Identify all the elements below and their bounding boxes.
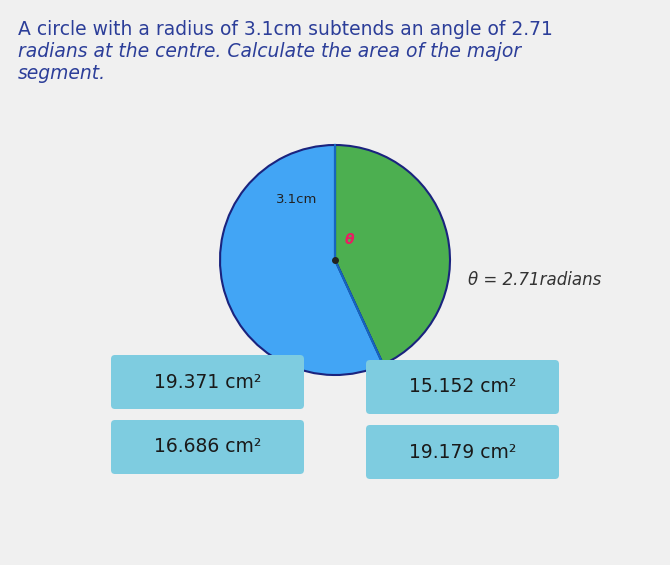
FancyBboxPatch shape	[111, 355, 304, 409]
Text: A circle with a radius of 3.1cm subtends an angle of 2.71: A circle with a radius of 3.1cm subtends…	[18, 20, 553, 39]
Text: 15.152 cm²: 15.152 cm²	[409, 377, 516, 397]
Text: θ: θ	[344, 233, 354, 247]
FancyBboxPatch shape	[366, 425, 559, 479]
Wedge shape	[220, 145, 383, 375]
Text: radians at the centre. Calculate the area of the major: radians at the centre. Calculate the are…	[18, 42, 521, 61]
FancyBboxPatch shape	[366, 360, 559, 414]
FancyBboxPatch shape	[111, 420, 304, 474]
Text: 19.371 cm²: 19.371 cm²	[154, 372, 261, 392]
Text: θ = 2.71radians: θ = 2.71radians	[468, 271, 601, 289]
Text: 19.179 cm²: 19.179 cm²	[409, 442, 516, 462]
Text: segment.: segment.	[18, 64, 106, 83]
Wedge shape	[335, 145, 450, 364]
Text: 16.686 cm²: 16.686 cm²	[154, 437, 261, 457]
Text: 3.1cm: 3.1cm	[275, 193, 317, 206]
